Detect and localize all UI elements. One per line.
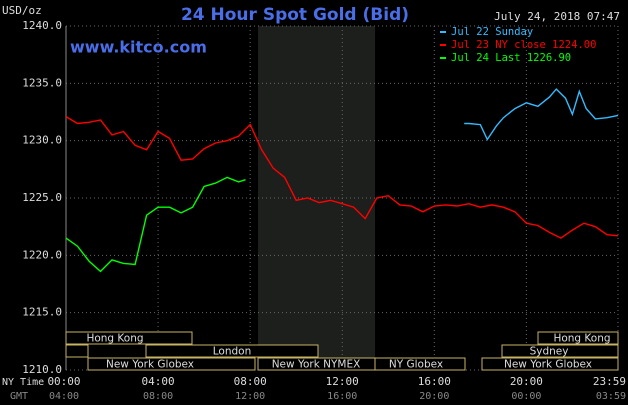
- session-box: [481, 357, 619, 371]
- x2-tick-label: 16:00: [327, 391, 357, 402]
- sessions: Hong Kong London New York Globex New Yor…: [65, 331, 619, 371]
- session-shade: [258, 26, 375, 370]
- x-tick-label: 23:59: [593, 375, 626, 388]
- x2-tick-label: 03:59: [596, 391, 626, 402]
- session-label: New York Globex: [504, 359, 592, 371]
- timestamp: July 24, 2018 07:47: [494, 10, 620, 23]
- legend-label: Jul 24 Last 1226.90: [451, 52, 571, 64]
- session-label: Hong Kong: [86, 333, 143, 345]
- y-tick-label: 1210.0: [22, 363, 62, 376]
- watermark: www.kitco.com: [70, 38, 207, 57]
- session-label: London: [213, 346, 252, 358]
- session-box: [145, 344, 319, 358]
- legend-label: Jul 23 NY close 1224.00: [451, 39, 596, 51]
- session-box: [65, 331, 193, 345]
- session-label: NY Globex: [389, 359, 443, 371]
- price-line: [464, 88, 619, 141]
- x-tick-label: 04:00: [142, 375, 175, 388]
- session-box: [87, 357, 256, 371]
- x-tick-label: 00:00: [47, 375, 80, 388]
- session-label: Sydney: [530, 346, 569, 358]
- x2-tick-label: 12:00: [235, 391, 265, 402]
- y-tick-label: 1220.0: [22, 248, 62, 261]
- x-tick-label: 08:00: [234, 375, 267, 388]
- x2-tick-label: 20:00: [419, 391, 449, 402]
- session-label: New York Globex: [106, 359, 194, 371]
- y-tick-label: 1215.0: [22, 306, 62, 319]
- plot: [65, 88, 619, 273]
- x-tick-label: 20:00: [510, 375, 543, 388]
- session-box: [501, 344, 619, 358]
- x2-tick-label: 00:00: [511, 391, 541, 402]
- session-label: New York NYMEX: [272, 359, 361, 371]
- price-line: [65, 176, 246, 273]
- x-tick-label: 12:00: [326, 375, 359, 388]
- x2-tick-label: 04:00: [49, 391, 79, 402]
- y-tick-label: 1230.0: [22, 134, 62, 147]
- price-line: [65, 115, 619, 239]
- y-unit: USD/oz: [2, 4, 42, 17]
- legend-label: Jul 22 Sunday: [451, 26, 533, 38]
- session-box: [65, 344, 89, 358]
- x2-axis-label: GMT: [10, 391, 28, 402]
- session-box: [374, 357, 466, 371]
- x-axis-label: NY Time: [2, 377, 44, 388]
- y-tick-label: 1240.0: [22, 19, 62, 32]
- y-tick-label: 1225.0: [22, 191, 62, 204]
- session-box: [537, 331, 619, 345]
- chart-title: 24 Hour Spot Gold (Bid): [181, 5, 409, 25]
- x-tick-label: 16:00: [418, 375, 451, 388]
- session-label: Hong Kong: [553, 333, 610, 345]
- x2-tick-label: 08:00: [143, 391, 173, 402]
- y-tick-label: 1235.0: [22, 76, 62, 89]
